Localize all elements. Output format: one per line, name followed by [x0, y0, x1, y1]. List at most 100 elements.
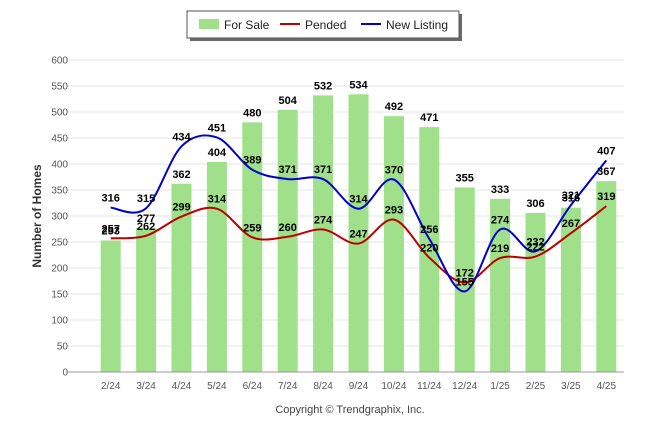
- y-tick-label: 350: [51, 186, 68, 197]
- data-label-for-sale: 534: [349, 79, 368, 91]
- legend-box: [186, 10, 460, 39]
- x-tick-label: 6/24: [243, 381, 263, 392]
- data-label-pended: 262: [137, 221, 155, 233]
- data-label-new-listing: 232: [526, 236, 544, 248]
- bar-for-sale: [206, 161, 227, 372]
- x-tick-label: 2/24: [101, 381, 121, 392]
- data-label-for-sale: 306: [526, 198, 544, 210]
- y-tick-label: 250: [51, 238, 68, 249]
- y-tick-label: 100: [51, 316, 68, 327]
- x-tick-label: 7/24: [278, 381, 298, 392]
- y-tick-label: 500: [51, 108, 68, 119]
- data-label-pended: 219: [491, 243, 509, 255]
- data-label-for-sale: 492: [385, 101, 403, 113]
- data-label-pended: 259: [243, 222, 261, 234]
- data-labels: 253 277 362 404 480 504 532 534 492 471 355 333 306 3…: [102, 79, 616, 288]
- data-label-pended: 257: [102, 223, 120, 235]
- data-label-new-listing: 315: [137, 193, 155, 205]
- line-series: [110, 134, 608, 293]
- data-label-pended: 220: [420, 243, 438, 255]
- bar-for-sale: [419, 127, 440, 372]
- x-tick-label: 4/25: [597, 381, 617, 392]
- copyright-footer: Copyright © Trendgraphix, Inc.: [275, 404, 424, 416]
- bar-for-sale: [277, 109, 298, 373]
- data-label-pended: 247: [349, 229, 367, 241]
- data-label-pended: 260: [279, 222, 297, 234]
- x-tick-label: 4/24: [172, 381, 192, 392]
- data-label-new-listing: 314: [349, 194, 368, 206]
- data-label-for-sale: 504: [279, 95, 298, 107]
- data-label-new-listing: 371: [314, 164, 332, 176]
- x-tick-label: 2/25: [526, 381, 546, 392]
- bar-for-sale: [525, 212, 546, 372]
- data-label-new-listing: 451: [208, 122, 226, 134]
- bar-for-sale: [171, 183, 192, 372]
- data-label-new-listing: 316: [102, 193, 120, 205]
- data-label-pended: 267: [562, 218, 580, 230]
- data-label-new-listing: 389: [243, 155, 261, 167]
- x-tick-label: 8/24: [313, 381, 333, 392]
- data-label-new-listing: 370: [385, 165, 403, 177]
- bar-for-sale: [313, 95, 334, 373]
- y-tick-label: 600: [51, 56, 68, 67]
- y-tick-label: 300: [51, 212, 68, 223]
- line-new-listing: [110, 134, 608, 293]
- legend-label-pended: Pended: [305, 18, 346, 32]
- data-label-for-sale: 367: [597, 166, 615, 178]
- data-label-pended: 319: [597, 191, 615, 203]
- data-label-pended: 299: [172, 202, 190, 214]
- y-tick-label: 150: [51, 290, 68, 301]
- y-tick-label: 0: [62, 368, 68, 379]
- data-label-for-sale: 362: [172, 169, 190, 181]
- data-label-new-listing: 256: [420, 224, 438, 236]
- legend-swatch-for-sale: [199, 19, 219, 29]
- data-label-new-listing: 371: [279, 164, 297, 176]
- x-tick-label: 5/24: [207, 381, 227, 392]
- data-label-for-sale: 316: [562, 193, 580, 205]
- data-label-for-sale: 253: [102, 225, 120, 237]
- bar-series-for-sale: [100, 94, 617, 373]
- y-tick-label: 50: [57, 342, 69, 353]
- y-tick-label: 200: [51, 264, 68, 275]
- data-label-new-listing: 274: [491, 215, 510, 227]
- x-tick-label: 11/24: [417, 381, 442, 392]
- data-label-pended: 293: [385, 205, 403, 217]
- legend-label-for-sale: For Sale: [224, 18, 270, 32]
- bar-for-sale: [490, 198, 511, 372]
- legend: For Sale Pended New Listing: [186, 10, 462, 41]
- data-label-for-sale: 333: [491, 184, 509, 196]
- bar-for-sale: [596, 181, 617, 372]
- legend-label-new-listing: New Listing: [386, 18, 448, 32]
- data-label-pended: 222: [526, 242, 544, 254]
- data-label-for-sale: 404: [208, 147, 227, 159]
- x-tick-label: 10/24: [381, 381, 406, 392]
- data-label-pended: 314: [208, 194, 227, 206]
- bar-for-sale: [136, 227, 157, 372]
- data-label-new-listing: 407: [597, 145, 615, 157]
- x-axis-ticks: 2/24 3/24 4/24 5/24 6/24 7/24 8/24 9/24 10/24 11/…: [101, 381, 617, 392]
- data-label-for-sale: 277: [137, 213, 155, 225]
- data-label-pended: 274: [314, 215, 333, 227]
- data-label-pended: 172: [456, 268, 474, 280]
- x-tick-label: 9/24: [349, 381, 369, 392]
- bar-for-sale: [454, 187, 475, 372]
- y-tick-label: 450: [51, 134, 68, 145]
- x-tick-label: 3/24: [136, 381, 156, 392]
- data-label-new-listing: 155: [456, 276, 474, 288]
- x-tick-label: 1/25: [490, 381, 510, 392]
- bar-for-sale: [383, 116, 404, 372]
- x-tick-label: 12/24: [452, 381, 477, 392]
- data-label-new-listing: 434: [172, 131, 191, 143]
- data-label-for-sale: 480: [243, 107, 261, 119]
- y-tick-label: 550: [51, 82, 68, 93]
- y-axis-title: Number of Homes: [30, 164, 44, 268]
- data-label-new-listing: 321: [562, 190, 580, 202]
- data-label-for-sale: 532: [314, 80, 332, 92]
- data-label-for-sale: 355: [456, 172, 474, 184]
- x-tick-label: 3/25: [561, 381, 581, 392]
- y-tick-label: 400: [51, 160, 68, 171]
- y-axis-ticks: 0 50 100 150 200 250 300 350 400 450 500 550 600: [51, 56, 68, 379]
- bar-for-sale: [560, 207, 581, 372]
- bar-for-sale: [348, 94, 369, 372]
